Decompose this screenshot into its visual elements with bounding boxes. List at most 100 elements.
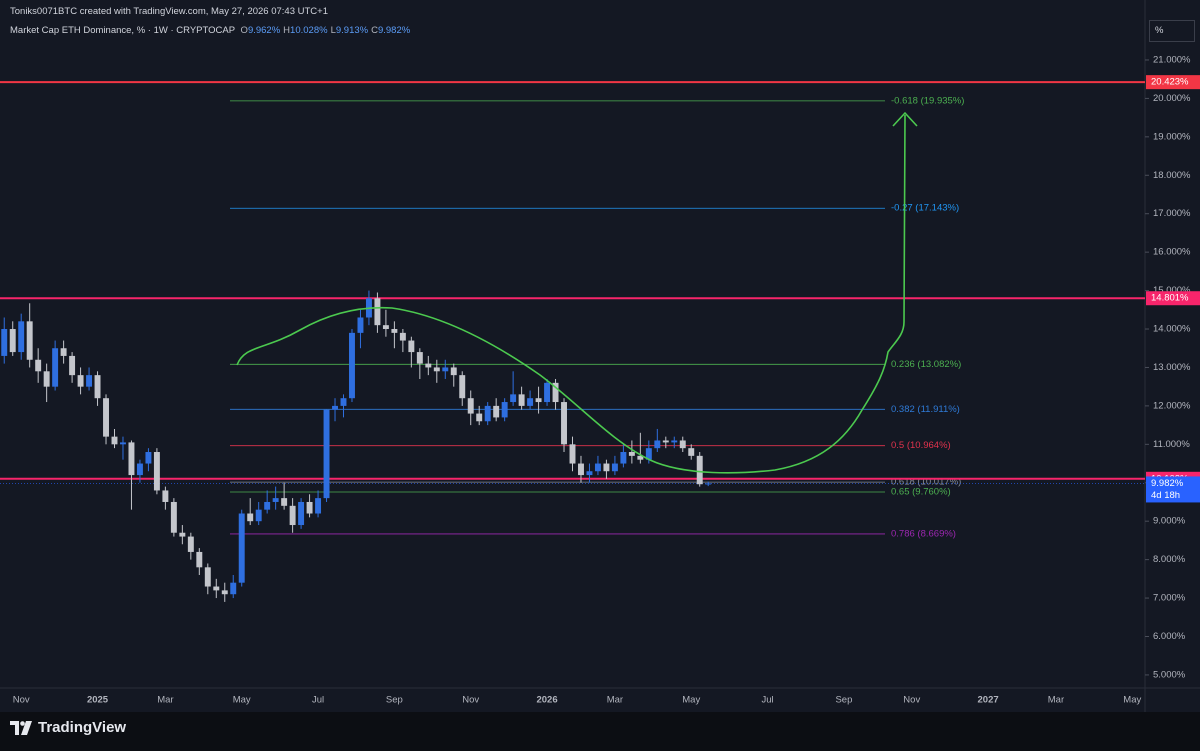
candle-body xyxy=(408,340,415,353)
ohlc-key: C xyxy=(371,25,378,36)
candle-body xyxy=(170,501,177,533)
ohlc-value: 9.962% xyxy=(247,25,281,36)
candle-body xyxy=(1,329,8,356)
x-tick-label: 2026 xyxy=(536,695,557,706)
candle-body xyxy=(671,440,678,443)
projection-curve xyxy=(236,114,906,474)
candle-body xyxy=(357,317,364,333)
candle-body xyxy=(272,498,279,502)
candle-body xyxy=(696,455,703,485)
candle-body xyxy=(145,452,152,464)
candle-body xyxy=(476,413,483,422)
unit-button[interactable]: % xyxy=(1149,20,1195,42)
candle-body xyxy=(594,463,601,472)
candle-body xyxy=(9,329,16,353)
price-line-label: 20.423% xyxy=(1151,77,1189,88)
candle-body xyxy=(18,321,25,353)
brand-name: TradingView xyxy=(38,719,127,736)
y-tick-label: 11.000% xyxy=(1153,439,1190,450)
bar-countdown: 4d 18h xyxy=(1151,490,1180,501)
x-tick-label: 2027 xyxy=(978,695,999,706)
candle-body xyxy=(561,402,567,445)
candle-body xyxy=(493,405,500,418)
x-tick-label: Jul xyxy=(312,695,324,706)
candle-body xyxy=(196,551,203,568)
projection-arrow xyxy=(892,111,918,127)
y-tick-label: 21.000% xyxy=(1153,54,1191,65)
x-tick-label: May xyxy=(1123,695,1141,706)
x-tick-label: Mar xyxy=(607,695,623,706)
x-tick-label: May xyxy=(233,695,251,706)
x-tick-label: May xyxy=(682,695,700,706)
candle-body xyxy=(349,332,355,399)
candle-body xyxy=(52,348,59,387)
candle-body xyxy=(450,367,457,376)
price-line-label: 14.801% xyxy=(1151,293,1189,304)
y-tick-label: 20.000% xyxy=(1153,93,1191,104)
candle-body xyxy=(281,498,288,506)
ohlc-value: 9.982% xyxy=(377,25,411,36)
candle-body xyxy=(187,536,194,552)
author-line: Toniks0071BTC created with TradingView.c… xyxy=(10,6,328,17)
symbol-legend: Market Cap ETH Dominance, % · 1W · CRYPT… xyxy=(10,25,410,36)
candle-body xyxy=(162,490,169,502)
candle-body xyxy=(688,448,695,456)
candle-body xyxy=(620,452,627,464)
candle-body xyxy=(399,332,406,341)
candle-body xyxy=(603,463,610,472)
fib-label: 0.5 (10.964%) xyxy=(891,440,951,451)
candle-body xyxy=(510,394,517,403)
candle-body xyxy=(679,440,686,449)
y-tick-label: 16.000% xyxy=(1153,247,1191,258)
candle-body xyxy=(153,452,160,491)
y-tick-label: 5.000% xyxy=(1153,669,1186,680)
symbol: Market Cap ETH Dominance, % · 1W · CRYPT… xyxy=(10,25,235,36)
x-tick-label: Jul xyxy=(761,695,773,706)
x-tick-label: Nov xyxy=(462,695,479,706)
brand: TradingView xyxy=(10,719,126,736)
candle-body xyxy=(60,348,67,356)
y-tick-label: 19.000% xyxy=(1153,131,1191,142)
candle-body xyxy=(179,532,186,537)
candle-body xyxy=(552,382,559,403)
x-tick-label: 2025 xyxy=(87,695,109,706)
candle-body xyxy=(535,398,542,403)
candle-body xyxy=(136,463,143,476)
x-tick-label: Sep xyxy=(835,695,852,706)
candle-body xyxy=(221,590,228,595)
y-tick-label: 18.000% xyxy=(1153,170,1191,181)
candle-body xyxy=(77,375,84,387)
candle-body xyxy=(527,398,534,406)
candle-body xyxy=(230,582,237,595)
candle-body xyxy=(628,452,635,456)
candle-body xyxy=(586,471,593,476)
candle-body xyxy=(103,398,109,437)
candle-body xyxy=(416,352,423,364)
candle-body xyxy=(120,442,126,445)
candle-body xyxy=(654,440,661,449)
candle-body xyxy=(484,405,491,422)
ohlc-value: 10.028% xyxy=(290,25,328,36)
y-tick-label: 13.000% xyxy=(1153,362,1191,373)
candle-body xyxy=(459,375,466,399)
axes: 5.000%6.000%7.000%8.000%9.000%10.000%11.… xyxy=(13,54,1200,706)
candle-body xyxy=(247,513,254,522)
last-price-label: 9.982% xyxy=(1151,478,1184,489)
x-tick-label: Mar xyxy=(1048,695,1064,706)
candle-body xyxy=(213,586,220,591)
y-tick-label: 17.000% xyxy=(1153,208,1191,219)
candle-body xyxy=(332,405,338,410)
candle-body xyxy=(43,371,50,387)
y-tick-label: 7.000% xyxy=(1153,593,1186,604)
candle-body xyxy=(204,567,211,587)
candle-body xyxy=(69,355,76,376)
candle-body xyxy=(315,498,322,514)
candle-body xyxy=(501,402,508,418)
price-line-tag xyxy=(1146,291,1200,306)
candle-body xyxy=(298,501,305,526)
drawings: -0.618 (19.935%) -0.27 (17.143%) 0.236 (13… xyxy=(0,81,1145,539)
fib-label: 0.618 (10.017%) xyxy=(891,477,961,488)
candle-body xyxy=(569,444,576,464)
